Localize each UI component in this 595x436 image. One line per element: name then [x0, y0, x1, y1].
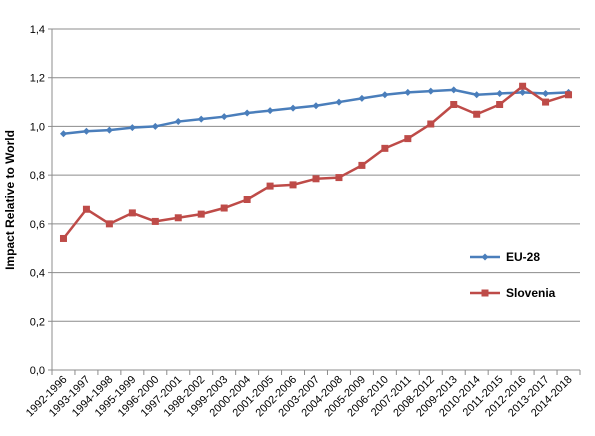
data-point	[289, 104, 297, 112]
data-point	[404, 135, 412, 143]
data-point	[289, 181, 297, 189]
data-point	[542, 98, 550, 106]
y-tick-label: 0,0	[30, 365, 45, 377]
data-point	[151, 217, 159, 225]
data-point	[220, 113, 228, 121]
data-point	[151, 122, 159, 130]
plot-area	[52, 29, 580, 370]
data-point	[128, 124, 136, 132]
data-point	[335, 98, 343, 106]
data-point	[496, 101, 504, 109]
data-point	[519, 82, 527, 90]
data-point	[82, 127, 90, 135]
data-point	[496, 90, 504, 98]
data-point	[220, 204, 228, 212]
y-tick-label: 1,0	[30, 121, 45, 133]
y-tick-label: 1,2	[30, 73, 45, 85]
y-tick-label: 1,4	[30, 24, 45, 36]
data-point	[427, 120, 435, 128]
legend-marker	[481, 253, 489, 261]
data-point	[473, 110, 481, 118]
y-tick-label: 0,4	[30, 268, 45, 280]
data-point	[312, 175, 320, 183]
data-point	[312, 102, 320, 110]
legend: EU-28 Slovenia	[470, 250, 556, 300]
data-point	[174, 214, 182, 222]
data-point	[381, 91, 389, 99]
series-slovenia	[59, 82, 573, 242]
y-axis: 0,0 0,2 0,4 0,6 0,8 1,0 1,2 1,4	[30, 24, 53, 377]
legend-item-eu-28: EU-28	[470, 250, 540, 264]
data-point	[105, 220, 113, 228]
data-point	[243, 196, 251, 203]
data-point	[197, 210, 205, 218]
data-point	[59, 130, 67, 138]
y-tick-label: 0,6	[30, 219, 45, 231]
data-point	[59, 234, 67, 242]
data-point	[197, 115, 205, 123]
data-point	[128, 209, 136, 217]
data-point	[519, 88, 527, 96]
data-point	[450, 86, 458, 94]
series-layer	[59, 82, 573, 242]
data-point	[243, 109, 251, 117]
data-point	[358, 161, 366, 169]
y-axis-label: Impact Relative to World	[3, 130, 17, 270]
y-tick-label: 0,8	[30, 170, 45, 182]
data-point	[404, 88, 412, 96]
data-point	[335, 174, 343, 182]
data-point	[358, 94, 366, 102]
data-point	[105, 126, 113, 134]
data-point	[473, 91, 481, 99]
data-point	[427, 87, 435, 95]
y-tick-label: 0,2	[30, 316, 45, 328]
data-point	[450, 101, 458, 109]
data-point	[174, 118, 182, 126]
data-point	[82, 205, 90, 213]
legend-marker	[481, 289, 489, 297]
data-point	[542, 90, 550, 98]
data-point	[565, 91, 573, 99]
data-point	[266, 107, 274, 115]
data-point	[266, 182, 274, 190]
legend-label: EU-28	[506, 250, 540, 264]
data-point	[381, 144, 389, 152]
legend-label: Slovenia	[506, 286, 556, 300]
legend-item-slovenia: Slovenia	[470, 286, 556, 300]
x-axis: 1992-19961993-19971994-19981995-19991996…	[24, 369, 581, 419]
